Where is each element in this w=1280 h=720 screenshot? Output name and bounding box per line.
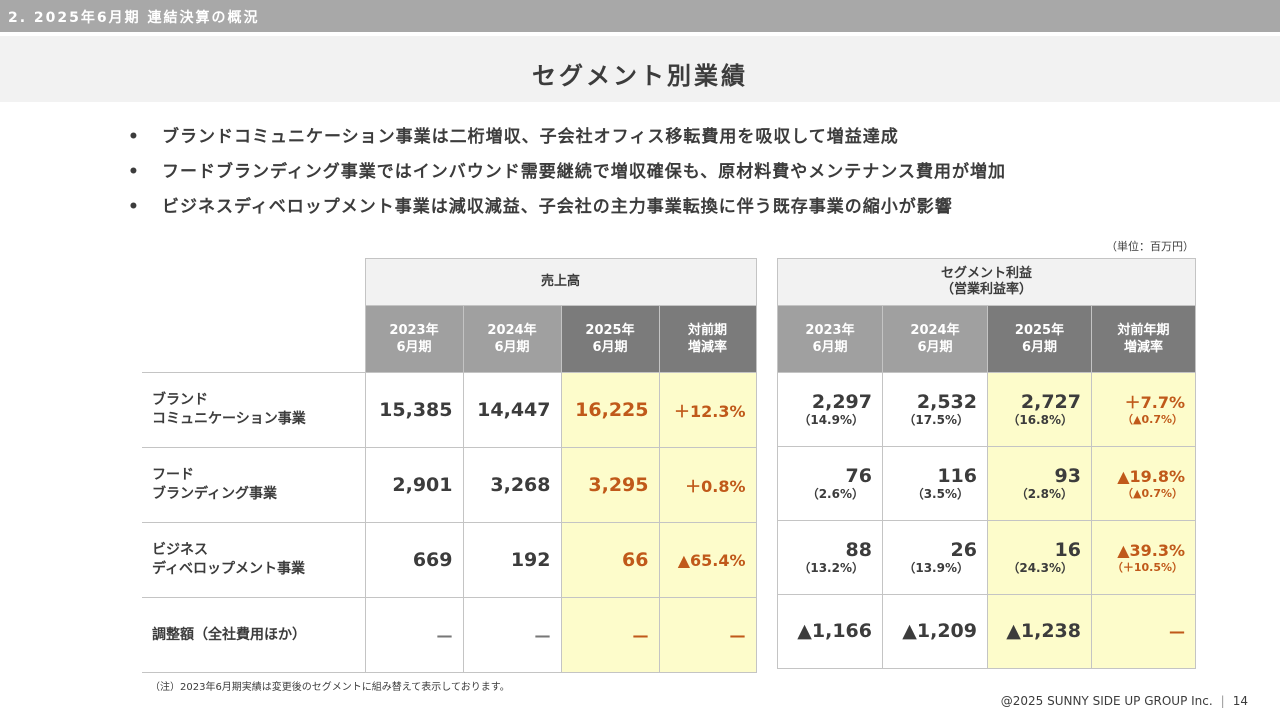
sales-col-header-yoy: 対前期 増減率: [658, 305, 757, 373]
bullet-item: • フードブランディング事業ではインバウンド需要継続で増収確保も、原材料費やメンテ…: [128, 159, 1006, 194]
sales-value: —: [364, 597, 464, 673]
profit-col-header-2024: 2024年 6月期: [882, 305, 988, 373]
table-row: ▲1,166 ▲1,209 ▲1,238 —: [777, 594, 1196, 669]
profit-yoy: —: [1091, 594, 1196, 669]
profit-value: 116 （3.5%）: [882, 446, 988, 521]
sales-col-header-2025: 2025年 6月期: [560, 305, 660, 373]
page-number: 14: [1232, 694, 1248, 708]
profit-group-header: セグメント利益 （営業利益率）: [777, 258, 1196, 306]
unit-note: （単位：百万円）: [1106, 240, 1194, 253]
table-row: 調整額（全社費用ほか） — — — —: [142, 597, 757, 673]
sales-value: 192: [462, 522, 562, 598]
sales-group-header: 売上高: [364, 258, 757, 306]
bullet-list: • ブランドコミュニケーション事業は二桁増収、子会社オフィス移転費用を吸収して増益…: [128, 124, 1006, 229]
profit-value: ▲1,166: [777, 594, 883, 669]
sales-table: 売上高 2023年 6月期 2024年 6月期 2025年 6月期 対前期 増減率 ブラ…: [142, 258, 757, 673]
sales-yoy: —: [658, 597, 757, 673]
profit-value: 2,297 （14.9%）: [777, 372, 883, 447]
profit-value: 88 （13.2%）: [777, 520, 883, 595]
bullet-text: ビジネスディベロップメント事業は減収減益、子会社の主力事業転換に伴う既存事業の縮…: [162, 197, 953, 217]
sales-value: 15,385: [364, 372, 464, 448]
profit-value-current: 2,727 （16.8%）: [987, 372, 1092, 447]
sales-value: 14,447: [462, 372, 562, 448]
profit-value: 26 （13.9%）: [882, 520, 988, 595]
sales-yoy: ＋12.3%: [658, 372, 757, 448]
profit-yoy: ▲39.3% （＋10.5%）: [1091, 520, 1196, 595]
bullet-text: ブランドコミュニケーション事業は二桁増収、子会社オフィス移転費用を吸収して増益達…: [162, 127, 899, 147]
table-row: ビジネス ディベロップメント事業 669 192 66 ▲65.4%: [142, 522, 757, 598]
footnote: （注）2023年6月期実績は変更後のセグメントに組み替えて表示しております。: [150, 682, 510, 693]
profit-col-header-2025: 2025年 6月期: [987, 305, 1092, 373]
table-row: フード ブランディング事業 2,901 3,268 3,295 ＋0.8%: [142, 447, 757, 523]
section-header: 2. 2025年6月期 連結決算の概況: [8, 10, 260, 26]
sales-value: 3,268: [462, 447, 562, 523]
copyright: @2025 SUNNY SIDE UP GROUP Inc.: [1000, 694, 1213, 708]
sales-col-header-2024: 2024年 6月期: [462, 305, 562, 373]
sales-yoy: ＋0.8%: [658, 447, 757, 523]
profit-table: セグメント利益 （営業利益率） 2023年 6月期 2024年 6月期 2025年 6月…: [777, 258, 1196, 669]
sales-value-current: 16,225: [560, 372, 660, 448]
bullet-item: • ブランドコミュニケーション事業は二桁増収、子会社オフィス移転費用を吸収して増益…: [128, 124, 1006, 159]
sales-value: —: [462, 597, 562, 673]
bullet-item: • ビジネスディベロップメント事業は減収減益、子会社の主力事業転換に伴う既存事業の…: [128, 194, 1006, 229]
bullet-mark: •: [128, 162, 140, 182]
row-label: フード ブランディング事業: [142, 447, 366, 523]
sales-value-current: 66: [560, 522, 660, 598]
profit-value-current: ▲1,238: [987, 594, 1092, 669]
footer-separator: |: [1220, 694, 1225, 708]
row-label: ブランド コミュニケーション事業: [142, 372, 366, 448]
title-band: セグメント別業績: [0, 36, 1280, 102]
bullet-mark: •: [128, 197, 140, 217]
profit-value: 2,532 （17.5%）: [882, 372, 988, 447]
page-title: セグメント別業績: [532, 62, 748, 90]
section-header-bar: 2. 2025年6月期 連結決算の概況: [0, 0, 1280, 32]
profit-value-current: 93 （2.8%）: [987, 446, 1092, 521]
row-label: 調整額（全社費用ほか）: [142, 597, 366, 673]
table-row: 2,297 （14.9%） 2,532 （17.5%） 2,727 （16.8%） ＋…: [777, 372, 1196, 447]
profit-value: 76 （2.6%）: [777, 446, 883, 521]
sales-yoy: ▲65.4%: [658, 522, 757, 598]
profit-yoy: ＋7.7% （▲0.7%）: [1091, 372, 1196, 447]
sales-value: 669: [364, 522, 464, 598]
header-blank-cell: [142, 258, 366, 373]
profit-value-current: 16 （24.3%）: [987, 520, 1092, 595]
sales-col-header-2023: 2023年 6月期: [364, 305, 464, 373]
footer: @2025 SUNNY SIDE UP GROUP Inc. | 14: [1001, 694, 1248, 708]
sales-value: 2,901: [364, 447, 464, 523]
profit-col-header-yoy: 対前年期 増減率: [1091, 305, 1196, 373]
profit-col-header-2023: 2023年 6月期: [777, 305, 883, 373]
table-row: 76 （2.6%） 116 （3.5%） 93 （2.8%） ▲19.8% （▲0.7%…: [777, 446, 1196, 521]
profit-value: ▲1,209: [882, 594, 988, 669]
bullet-mark: •: [128, 127, 140, 147]
bullet-text: フードブランディング事業ではインバウンド需要継続で増収確保も、原材料費やメンテナ…: [162, 162, 1006, 182]
row-label: ビジネス ディベロップメント事業: [142, 522, 366, 598]
profit-yoy: ▲19.8% （▲0.7%）: [1091, 446, 1196, 521]
sales-value-current: —: [560, 597, 660, 673]
table-row: 88 （13.2%） 26 （13.9%） 16 （24.3%） ▲39.3% （＋10…: [777, 520, 1196, 595]
table-row: ブランド コミュニケーション事業 15,385 14,447 16,225 ＋12…: [142, 372, 757, 448]
sales-value-current: 3,295: [560, 447, 660, 523]
